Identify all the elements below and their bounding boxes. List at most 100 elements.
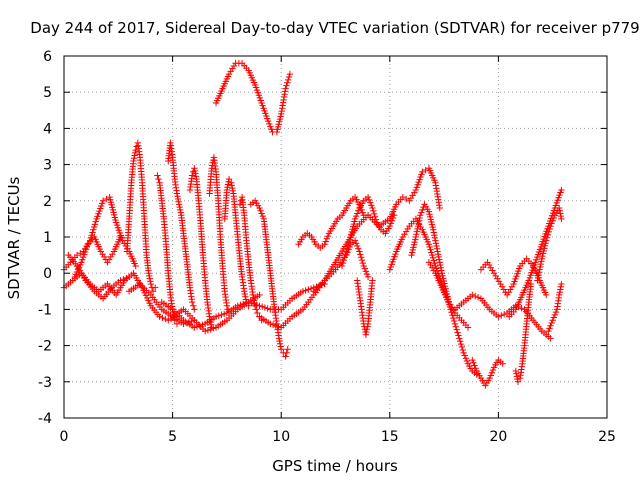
data-point-marker	[490, 270, 498, 277]
data-point-marker	[448, 304, 455, 311]
data-point-marker	[322, 238, 329, 245]
data-point-marker	[418, 209, 425, 216]
data-point-marker	[500, 311, 508, 318]
data-point-marker	[212, 313, 220, 320]
data-point-marker	[85, 240, 92, 247]
series-track-12	[212, 60, 294, 136]
data-point-marker	[192, 170, 199, 177]
data-point-marker	[208, 165, 215, 172]
data-point-marker	[459, 346, 466, 354]
data-point-marker	[419, 168, 426, 176]
data-point-marker	[411, 189, 418, 196]
data-point-marker	[188, 172, 196, 179]
data-point-marker	[434, 250, 442, 258]
data-point-marker	[362, 331, 370, 338]
data-point-marker	[498, 312, 505, 319]
x-tick-label: 10	[272, 429, 290, 445]
data-point-marker	[359, 259, 367, 267]
data-point-marker	[284, 76, 292, 84]
data-point-marker	[401, 231, 408, 238]
data-point-marker	[427, 261, 434, 269]
data-point-marker	[513, 370, 520, 377]
data-point-marker	[469, 356, 476, 364]
data-point-marker	[446, 301, 454, 309]
data-point-marker	[514, 378, 522, 385]
data-point-marker	[225, 70, 233, 78]
data-point-marker	[91, 221, 99, 228]
data-point-marker	[284, 346, 291, 353]
data-point-marker	[417, 223, 424, 231]
data-point-marker	[365, 196, 373, 204]
data-point-marker	[250, 300, 258, 308]
data-point-marker	[120, 276, 127, 283]
data-point-marker	[188, 317, 195, 325]
data-point-marker	[470, 359, 477, 366]
data-point-marker	[452, 323, 460, 330]
data-point-marker	[165, 317, 172, 324]
data-point-marker	[500, 286, 508, 293]
series-track-32	[125, 280, 198, 328]
data-point-marker	[428, 249, 435, 256]
data-point-marker	[97, 248, 105, 255]
data-point-marker	[130, 157, 137, 165]
data-point-marker	[99, 197, 107, 204]
series-track-31	[71, 233, 124, 281]
plot-frame	[63, 55, 608, 419]
data-point-marker	[361, 265, 369, 272]
data-point-marker	[471, 362, 478, 369]
data-point-marker	[99, 250, 106, 258]
data-point-marker	[370, 210, 378, 218]
data-point-marker	[428, 264, 436, 271]
data-point-marker	[445, 298, 452, 306]
data-point-marker	[450, 314, 457, 322]
data-point-marker	[132, 146, 139, 154]
series-track-25	[451, 291, 554, 342]
data-point-marker	[351, 237, 359, 244]
data-point-marker	[104, 259, 111, 266]
data-point-marker	[413, 228, 421, 235]
data-point-marker	[453, 326, 460, 333]
data-point-marker	[276, 340, 284, 347]
y-tick-label: 6	[43, 49, 52, 65]
data-point-marker	[224, 181, 232, 188]
data-point-marker	[455, 332, 462, 339]
data-point-marker	[437, 261, 444, 269]
data-point-marker	[412, 233, 420, 241]
data-point-marker	[278, 346, 285, 353]
data-point-marker	[267, 123, 274, 130]
data-point-marker	[275, 335, 283, 342]
data-point-marker	[556, 207, 563, 214]
data-point-marker	[256, 291, 263, 299]
data-point-marker	[402, 228, 410, 235]
data-point-marker	[239, 300, 247, 308]
data-point-marker	[169, 308, 177, 316]
series-track-01	[60, 193, 139, 273]
data-point-marker	[458, 343, 466, 351]
data-point-marker	[103, 195, 110, 203]
data-point-marker	[556, 291, 563, 299]
data-point-marker	[92, 218, 99, 225]
data-point-marker	[549, 317, 556, 324]
data-point-marker	[343, 248, 350, 255]
y-tick-label: 0	[43, 266, 52, 282]
data-point-marker	[266, 120, 273, 128]
data-point-marker	[264, 117, 272, 125]
data-point-marker	[204, 327, 212, 334]
series-track-24	[469, 356, 506, 389]
data-point-marker	[357, 254, 365, 261]
data-point-marker	[535, 269, 543, 276]
data-point-marker	[190, 302, 197, 309]
data-point-marker	[145, 270, 152, 277]
data-point-marker	[386, 222, 393, 230]
data-point-marker	[431, 231, 438, 239]
data-point-marker	[535, 271, 542, 279]
data-point-marker	[432, 240, 440, 247]
data-point-marker	[191, 324, 198, 331]
data-point-marker	[283, 82, 290, 89]
data-point-marker	[90, 226, 97, 233]
series-track-15	[256, 212, 372, 331]
data-point-marker	[370, 207, 377, 215]
series-track-19	[354, 277, 376, 338]
data-point-marker	[155, 175, 162, 183]
series-track-05	[165, 139, 198, 313]
